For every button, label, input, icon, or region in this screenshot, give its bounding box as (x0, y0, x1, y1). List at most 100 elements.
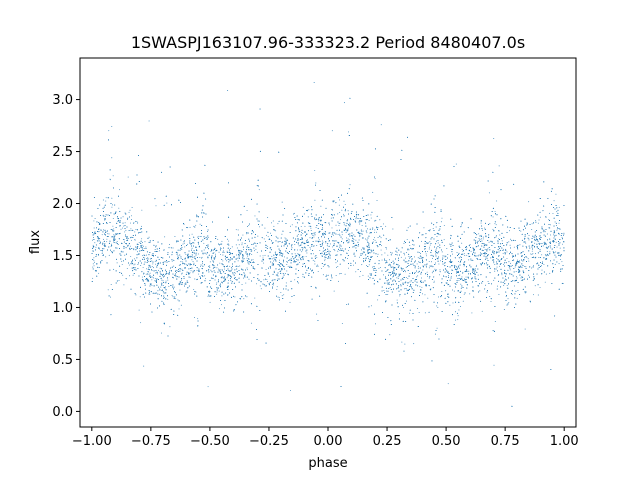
data-point (421, 240, 422, 242)
data-point (421, 277, 422, 279)
data-point (281, 295, 283, 297)
data-point (139, 248, 140, 249)
data-point (539, 286, 541, 288)
data-point (370, 217, 372, 219)
data-point (314, 256, 316, 258)
data-point (333, 234, 334, 236)
data-point (544, 254, 546, 255)
data-point (519, 271, 520, 273)
data-point (186, 255, 188, 257)
data-point (251, 322, 252, 324)
data-point (337, 213, 339, 215)
data-point (195, 291, 197, 293)
data-point (154, 249, 156, 250)
data-point (550, 247, 552, 249)
data-point (531, 254, 533, 256)
data-point (330, 217, 332, 219)
data-point (159, 267, 161, 269)
data-point (255, 248, 257, 250)
data-point (280, 252, 282, 253)
data-point (499, 265, 501, 267)
data-point (286, 261, 288, 263)
data-point (436, 305, 438, 307)
data-point (450, 275, 452, 277)
data-point (176, 272, 178, 274)
data-point (396, 277, 398, 279)
data-point (308, 225, 310, 227)
data-point (259, 255, 261, 257)
data-point (273, 225, 275, 227)
data-point (182, 261, 184, 263)
data-point (396, 299, 398, 301)
data-point (405, 257, 406, 259)
data-point (339, 199, 341, 201)
data-point (167, 279, 169, 281)
data-point (168, 243, 170, 245)
data-point (189, 276, 191, 278)
data-point (221, 273, 223, 275)
data-point (494, 321, 496, 322)
data-point (482, 238, 484, 240)
data-point (172, 247, 174, 249)
data-point (368, 264, 370, 266)
data-point (185, 253, 187, 255)
data-point (374, 239, 376, 241)
data-point (525, 242, 527, 244)
data-point (316, 313, 318, 315)
data-point (437, 306, 439, 308)
data-point (447, 284, 449, 286)
data-point (133, 249, 135, 251)
data-point (528, 201, 530, 203)
data-point (243, 249, 244, 251)
data-point (493, 279, 495, 281)
data-point (197, 253, 199, 255)
data-point (280, 291, 282, 293)
data-point (179, 281, 181, 282)
data-point (409, 281, 411, 283)
data-point (546, 251, 548, 253)
data-point (480, 222, 482, 224)
data-point (484, 248, 486, 250)
data-point (230, 267, 232, 269)
data-point (377, 281, 379, 283)
data-point (123, 284, 125, 286)
data-point (151, 279, 153, 281)
data-point (488, 192, 490, 194)
data-point (235, 266, 237, 267)
data-point (122, 216, 124, 218)
data-point (368, 259, 370, 261)
data-point (490, 257, 492, 259)
data-point (329, 243, 331, 245)
data-point (148, 260, 150, 262)
data-point (212, 253, 214, 255)
data-point (397, 276, 399, 278)
data-point (374, 229, 376, 231)
data-point (330, 255, 331, 257)
data-point (236, 247, 238, 249)
data-point (344, 204, 346, 205)
data-point (214, 279, 216, 281)
data-point (353, 252, 355, 254)
data-point (502, 252, 504, 254)
data-point (393, 274, 395, 276)
data-point (362, 274, 364, 276)
data-point (441, 251, 443, 253)
data-point (358, 231, 360, 233)
data-point (529, 300, 531, 302)
data-point (385, 282, 387, 284)
data-point (403, 242, 405, 244)
data-point (342, 248, 344, 250)
data-point (102, 244, 104, 246)
data-point (230, 280, 232, 282)
data-point (511, 294, 513, 295)
data-point (150, 284, 152, 286)
data-point (304, 265, 306, 267)
data-point (362, 237, 364, 239)
data-point (481, 249, 483, 251)
data-point (506, 258, 508, 260)
data-point (539, 243, 541, 245)
data-point (263, 262, 265, 264)
data-point (466, 254, 468, 256)
data-point (299, 245, 301, 247)
data-point (322, 228, 324, 230)
